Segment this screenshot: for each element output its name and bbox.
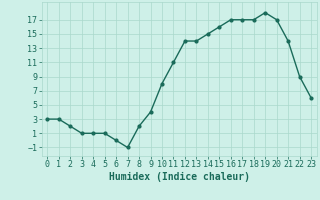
X-axis label: Humidex (Indice chaleur): Humidex (Indice chaleur)	[109, 172, 250, 182]
